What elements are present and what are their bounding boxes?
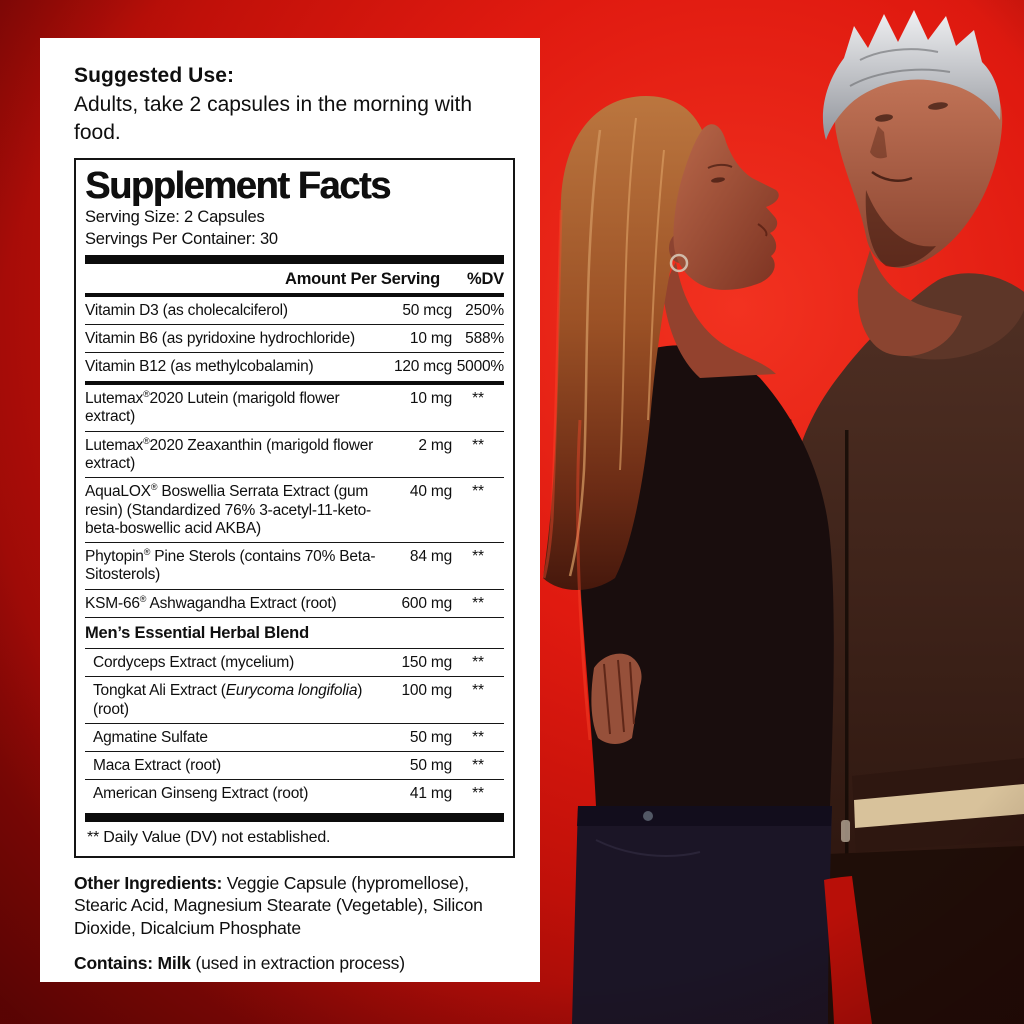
- divider-medium: [85, 380, 504, 386]
- ingredient-name: Agmatine Sulfate: [93, 728, 208, 746]
- ingredient-amount: 10 mg: [409, 330, 452, 348]
- ingredient-dv: **: [472, 682, 484, 700]
- ingredient-amount: 40 mg: [409, 483, 452, 501]
- table-row: Lutemax®2020 Zeaxanthin (marigold flower…: [85, 430, 504, 478]
- ingredient-dv: **: [472, 548, 484, 566]
- table-header-row: Amount Per Serving %DV: [85, 264, 504, 293]
- vitamin-rows: Vitamin D3 (as cholecalciferol) 50 mcg 2…: [85, 297, 504, 381]
- ingredient-dv: **: [472, 436, 484, 454]
- dv-header: %DV: [467, 270, 504, 289]
- ingredient-amount: 50 mg: [409, 728, 452, 746]
- ingredient-name: Phytopin® Pine Sterols (contains 70% Bet…: [85, 547, 376, 584]
- table-row: Tongkat Ali Extract (Eurycoma longifolia…: [85, 676, 504, 723]
- blend-rows: Cordyceps Extract (mycelium) 150 mg ** T…: [85, 649, 504, 808]
- label-panel: Suggested Use: Adults, take 2 capsules i…: [40, 38, 540, 982]
- ingredient-dv: **: [472, 594, 484, 612]
- supplement-facts-title: Supplement Facts: [85, 165, 391, 208]
- ingredient-name: AquaLOX® Boswellia Serrata Extract (gum …: [85, 482, 371, 537]
- other-ingredients-label: Other Ingredients:: [74, 872, 223, 893]
- ingredient-name: KSM-66® Ashwagandha Extract (root): [85, 593, 337, 612]
- ingredient-name: Maca Extract (root): [93, 757, 221, 775]
- ingredient-dv: **: [472, 483, 484, 501]
- dv-footnote: ** Daily Value (DV) not established.: [87, 828, 331, 846]
- ingredient-name: Vitamin B6 (as pyridoxine hydrochloride): [85, 330, 355, 348]
- other-ingredients-text: Veggie Capsule (hypromellose), Stearic A…: [74, 872, 483, 939]
- ingredient-amount: 41 mg: [409, 785, 452, 803]
- ingredient-amount: 50 mg: [409, 757, 452, 775]
- contains-text: (used in extraction process): [195, 952, 405, 973]
- ingredient-dv: **: [472, 728, 484, 746]
- ingredient-name: Vitamin D3 (as cholecalciferol): [85, 301, 288, 319]
- ingredient-dv: **: [472, 757, 484, 775]
- servings-per-container: Servings Per Container: 30: [85, 229, 278, 248]
- ingredient-amount: 100 mg: [401, 682, 453, 700]
- ingredient-amount: 2 mg: [418, 436, 452, 454]
- serving-size: Serving Size: 2 Capsules: [85, 208, 265, 227]
- ingredient-name: Cordyceps Extract (mycelium): [93, 654, 295, 671]
- ingredient-dv: 588%: [465, 330, 504, 348]
- ingredient-dv: 5000%: [456, 358, 504, 376]
- ingredient-name: Tongkat Ali Extract (Eurycoma longifolia…: [93, 682, 363, 718]
- suggested-use-heading: Suggested Use:: [74, 64, 235, 87]
- table-row: Agmatine Sulfate 50 mg **: [85, 722, 504, 751]
- other-ingredients: Other Ingredients: Veggie Capsule (hypro…: [74, 872, 515, 940]
- ingredient-dv: **: [472, 390, 484, 408]
- ingredient-name: Lutemax®2020 Lutein (marigold flower ext…: [85, 389, 340, 426]
- ingredient-name: Vitamin B12 (as methylcobalamin): [85, 358, 314, 376]
- table-row: Vitamin D3 (as cholecalciferol) 50 mcg 2…: [85, 297, 504, 324]
- table-row: Maca Extract (root) 50 mg **: [85, 751, 504, 779]
- table-row: KSM-66® Ashwagandha Extract (root) 600 m…: [85, 588, 504, 617]
- ingredient-dv: **: [472, 654, 484, 671]
- ingredient-amount: 84 mg: [409, 548, 452, 566]
- ingredient-amount: 150 mg: [401, 654, 453, 671]
- table-row: Lutemax®2020 Lutein (marigold flower ext…: [85, 385, 504, 431]
- table-row: Vitamin B12 (as methylcobalamin) 120 mcg…: [85, 352, 504, 380]
- ingredient-amount: 10 mg: [409, 390, 452, 408]
- contains-label: Contains: Milk: [74, 952, 191, 973]
- suggested-use-body: Adults, take 2 capsules in the morning w…: [74, 93, 473, 144]
- supplement-facts-box: Supplement Facts Serving Size: 2 Capsule…: [74, 158, 515, 858]
- table-row: Vitamin B6 (as pyridoxine hydrochloride)…: [85, 324, 504, 352]
- table-row: Cordyceps Extract (mycelium) 150 mg **: [85, 649, 504, 676]
- ingredient-amount: 120 mcg: [393, 358, 452, 376]
- blend-header: Men’s Essential Herbal Blend: [85, 617, 504, 649]
- table-row: Phytopin® Pine Sterols (contains 70% Bet…: [85, 542, 504, 589]
- divider-medium: [85, 293, 504, 297]
- divider-thick: [85, 812, 504, 822]
- ingredient-amount: 50 mcg: [402, 301, 452, 319]
- divider-thick: [85, 255, 504, 265]
- ingredient-dv: **: [472, 785, 484, 803]
- table-row: AquaLOX® Boswellia Serrata Extract (gum …: [85, 477, 504, 542]
- contains-statement: Contains: Milk (used in extraction proce…: [74, 953, 515, 974]
- ingredient-name: Lutemax®2020 Zeaxanthin (marigold flower…: [85, 435, 374, 473]
- ingredient-dv: 250%: [465, 301, 504, 319]
- amount-per-serving-header: Amount Per Serving: [284, 270, 440, 289]
- branded-ingredient-rows: Lutemax®2020 Lutein (marigold flower ext…: [85, 385, 504, 617]
- ingredient-name: American Ginseng Extract (root): [93, 785, 309, 803]
- table-row: American Ginseng Extract (root) 41 mg **: [85, 779, 504, 807]
- ingredient-amount: 600 mg: [401, 594, 453, 612]
